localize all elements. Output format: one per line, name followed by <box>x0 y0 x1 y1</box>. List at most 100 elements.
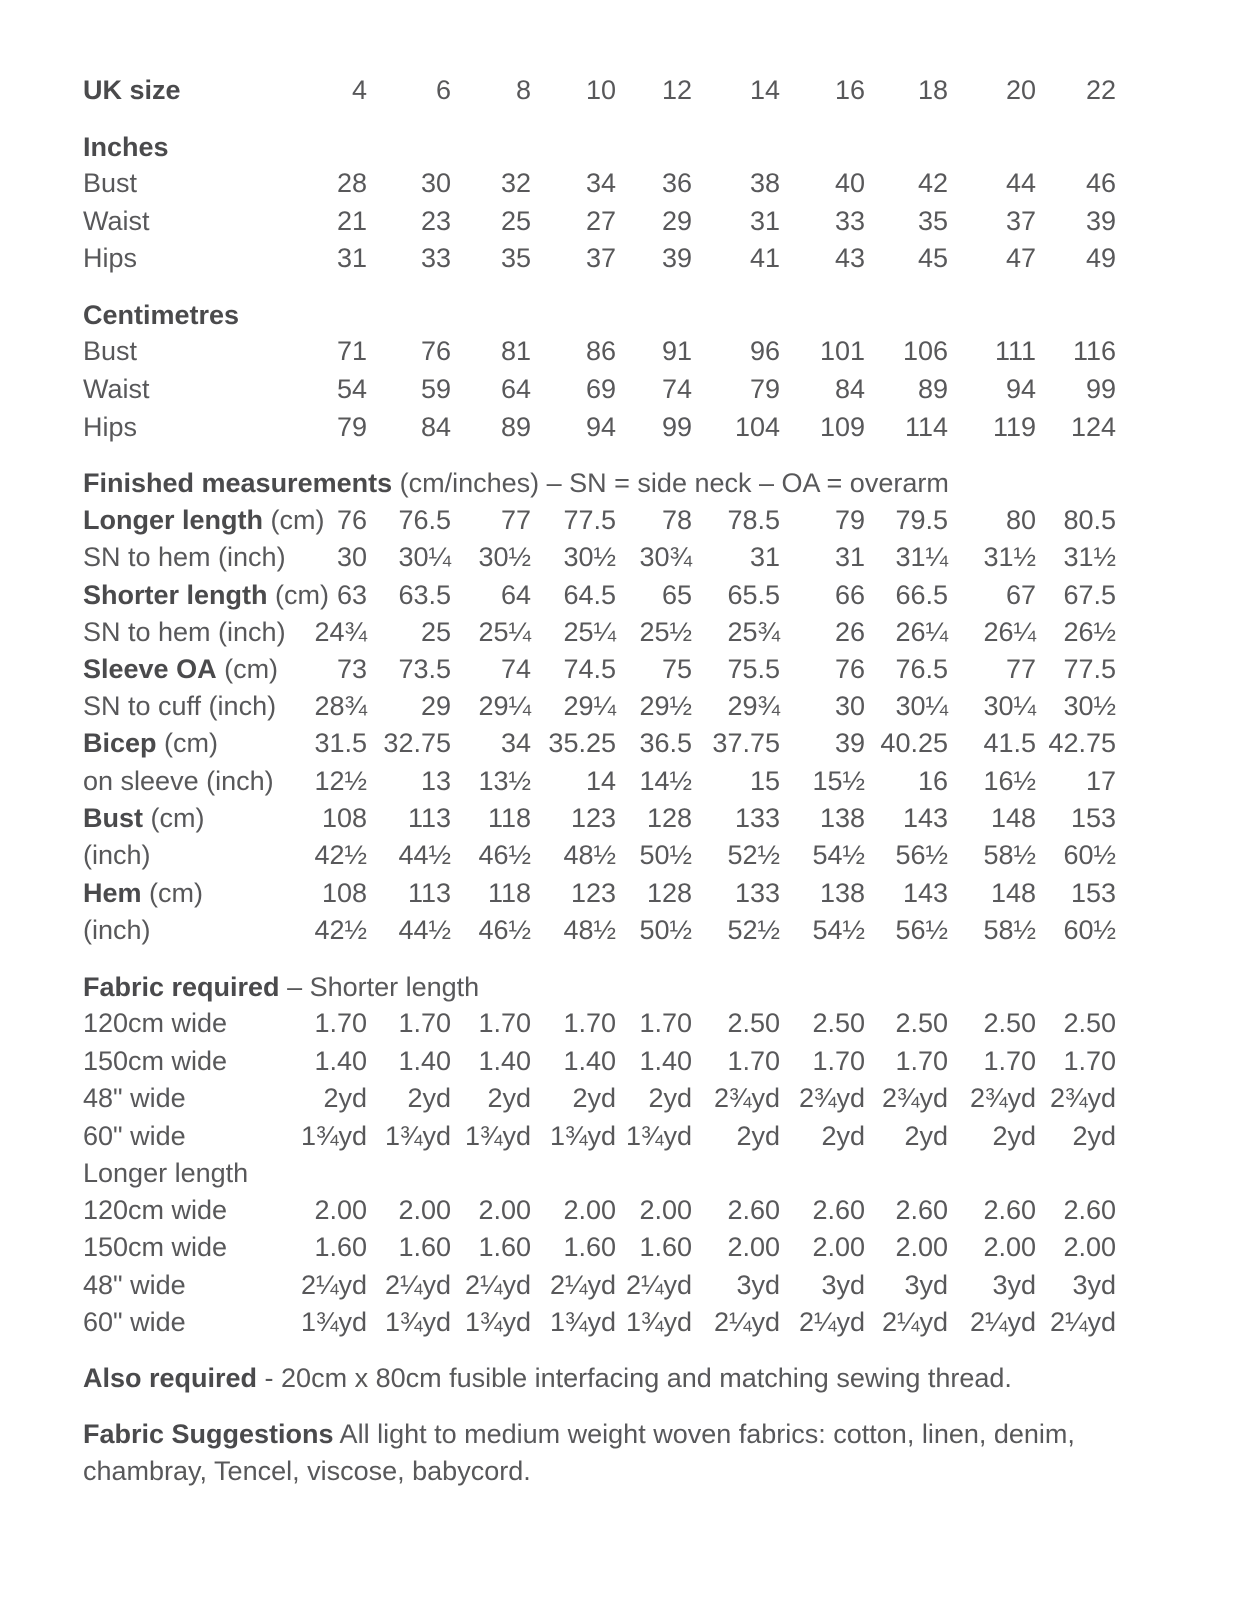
value-cell: 42.75 <box>1048 728 1116 758</box>
value-cell: 6 <box>435 75 451 105</box>
value-cell: 43 <box>834 243 865 273</box>
value-cell: 2.50 <box>727 1008 780 1038</box>
value-cell: 104 <box>734 412 780 442</box>
measurement-row: Longer length (cm) 76 76.5 77 77.5 78 78.5 79 79… <box>0 502 1240 538</box>
value-cell: 2.00 <box>563 1195 616 1225</box>
value-cell: 28 <box>336 168 367 198</box>
value-cell: 1.60 <box>639 1232 692 1262</box>
value-cell: 40 <box>834 168 865 198</box>
section-title-rest: – Shorter length <box>279 972 480 1002</box>
row-label: Bust (cm) <box>83 800 204 836</box>
value-cell: 128 <box>646 878 692 908</box>
row-label: 60" wide <box>83 1304 186 1340</box>
row-label-rest: 60" wide <box>83 1121 186 1151</box>
value-cell: 15 <box>749 766 780 796</box>
value-cell: 34 <box>585 168 616 198</box>
value-cell: 36 <box>661 168 692 198</box>
value-cell: 2.00 <box>478 1195 531 1225</box>
value-cell: 99 <box>661 412 692 442</box>
row-label: Sleeve OA (cm) <box>83 651 278 687</box>
also-required-text: - 20cm x 80cm fusible interfacing and ma… <box>257 1363 1012 1393</box>
value-cell: 75.5 <box>727 654 780 684</box>
value-cell: 44½ <box>398 840 451 870</box>
value-cell: 2yd <box>821 1121 865 1151</box>
measurement-row: Bust (cm) 108 113 118 123 128 133 138 143 148 153 <box>0 800 1240 836</box>
also-required-note: Also required - 20cm x 80cm fusible inte… <box>83 1360 1143 1397</box>
value-cell: 2yd <box>992 1121 1036 1151</box>
value-cell: 31 <box>834 542 865 572</box>
value-cell: 2¼yd <box>969 1307 1036 1337</box>
row-label: Hips <box>83 409 137 445</box>
value-cell: 46½ <box>478 915 531 945</box>
value-cell: 21 <box>336 206 367 236</box>
value-cell: 2.50 <box>983 1008 1036 1038</box>
value-cell: 76 <box>834 654 865 684</box>
row-label: Longer length (cm) <box>83 502 324 538</box>
row-label-rest: Waist <box>83 374 150 404</box>
section-title: Inches <box>0 129 1240 165</box>
value-cell: 2yd <box>487 1083 531 1113</box>
value-cell: 38 <box>749 168 780 198</box>
size-header-row: UK size 4 6 8 10 12 14 16 18 20 22 <box>0 72 1240 108</box>
row-label: 120cm wide <box>83 1192 227 1228</box>
row-label: Longer length <box>83 1155 248 1191</box>
value-cell: 33 <box>420 243 451 273</box>
value-cell: 50½ <box>639 915 692 945</box>
value-cell: 59 <box>420 374 451 404</box>
value-cell: 63.5 <box>398 580 451 610</box>
value-cell: 3yd <box>992 1270 1036 1300</box>
row-label-rest: on sleeve (inch) <box>83 766 274 796</box>
measurement-row: 150cm wide 1.40 1.40 1.40 1.40 1.40 1.70 1.70 1.… <box>0 1043 1240 1079</box>
value-cell: 30¼ <box>895 691 948 721</box>
value-cell: 99 <box>1085 374 1116 404</box>
value-cell: 45 <box>917 243 948 273</box>
value-cell: 54½ <box>812 915 865 945</box>
value-cell: 2yd <box>648 1083 692 1113</box>
value-cell: 2¼yd <box>1049 1307 1116 1337</box>
value-cell: 2.60 <box>895 1195 948 1225</box>
row-label-rest: 120cm wide <box>83 1195 228 1225</box>
value-cell: 69 <box>585 374 616 404</box>
value-cell: 81 <box>500 336 531 366</box>
value-cell: 2¼yd <box>798 1307 865 1337</box>
value-cell: 138 <box>819 878 865 908</box>
value-cell: 1.40 <box>398 1046 451 1076</box>
also-required-label: Also required <box>83 1363 258 1393</box>
value-cell: 16 <box>917 766 948 796</box>
value-cell: 39 <box>834 728 865 758</box>
value-cell: 2¾yd <box>798 1083 865 1113</box>
value-cell: 15½ <box>812 766 865 796</box>
value-cell: 1¾yd <box>384 1307 451 1337</box>
row-label-rest: (inch) <box>83 840 151 870</box>
row-label: (inch) <box>83 837 151 873</box>
value-cell: 24¾ <box>314 617 367 647</box>
value-cell: 56½ <box>895 840 948 870</box>
value-cell: 124 <box>1070 412 1116 442</box>
row-label: Bust <box>83 333 137 369</box>
value-cell: 41 <box>749 243 780 273</box>
value-cell: 2¾yd <box>969 1083 1036 1113</box>
measurement-row: Sleeve OA (cm) 73 73.5 74 74.5 75 75.5 76 76.5 77… <box>0 651 1240 687</box>
value-cell: 48½ <box>563 915 616 945</box>
measurement-row: 60" wide 1¾yd 1¾yd 1¾yd 1¾yd 1¾yd 2yd 2yd 2yd 2yd… <box>0 1118 1240 1154</box>
value-cell: 41.5 <box>983 728 1036 758</box>
value-cell: 60½ <box>1063 840 1116 870</box>
value-cell: 26 <box>834 617 865 647</box>
measurement-row: 120cm wide 1.70 1.70 1.70 1.70 1.70 2.50 2.50 2.… <box>0 1005 1240 1041</box>
value-cell: 1.70 <box>983 1046 1036 1076</box>
value-cell: 30¼ <box>983 691 1036 721</box>
value-cell: 31 <box>749 206 780 236</box>
value-cell: 30½ <box>1063 691 1116 721</box>
value-cell: 29 <box>661 206 692 236</box>
value-cell: 79 <box>834 505 865 535</box>
value-cell: 118 <box>487 878 531 908</box>
section-title: Centimetres <box>0 297 1240 333</box>
value-cell: 1.70 <box>895 1046 948 1076</box>
measurement-row: 48" wide 2¼yd 2¼yd 2¼yd 2¼yd 2¼yd 3yd 3yd 3yd 3yd… <box>0 1267 1240 1303</box>
value-cell: 79.5 <box>895 505 948 535</box>
row-label-rest: (cm) <box>262 505 325 535</box>
value-cell: 2.00 <box>727 1232 780 1262</box>
row-label: Hips <box>83 240 137 276</box>
value-cell: 26½ <box>1063 617 1116 647</box>
value-cell: 3yd <box>821 1270 865 1300</box>
